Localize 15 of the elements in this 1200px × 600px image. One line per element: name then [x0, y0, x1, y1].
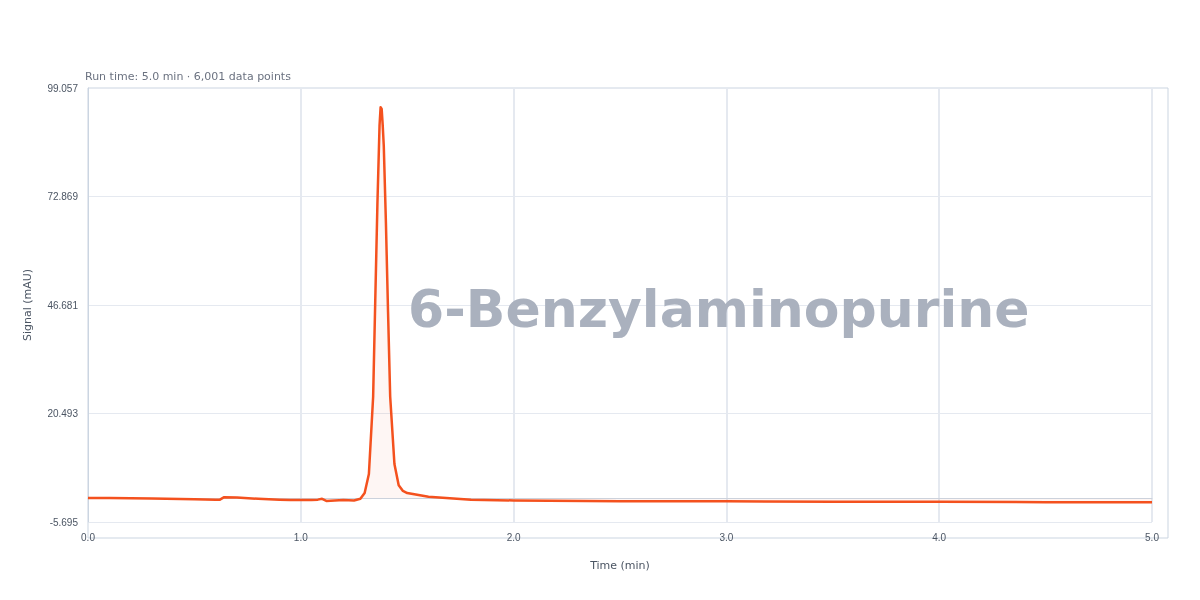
- annotation: 6-Benzylaminopurine: [408, 279, 1030, 339]
- y-tick-label: -5.695: [49, 516, 79, 528]
- x-tick-label: 0.0: [81, 531, 96, 543]
- x-axis-title: Time (min): [589, 559, 650, 572]
- x-tick-label: 5.0: [1145, 531, 1160, 543]
- y-tick-label: 20.493: [47, 408, 79, 419]
- x-tick-label: 1.0: [293, 531, 309, 543]
- y-axis-title: Signal (mAU): [21, 268, 34, 342]
- x-tick-label: 2.0: [506, 531, 521, 543]
- y-tick-label: 99.057: [47, 82, 79, 94]
- y-tick-label: 72.869: [47, 191, 79, 202]
- chart-subtitle: Run time: 5.0 min · 6,001 data points: [85, 70, 292, 83]
- x-tick-label: 4.0: [932, 531, 947, 543]
- y-tick-label: 46.681: [47, 299, 79, 311]
- x-tick-label: 3.0: [719, 531, 734, 543]
